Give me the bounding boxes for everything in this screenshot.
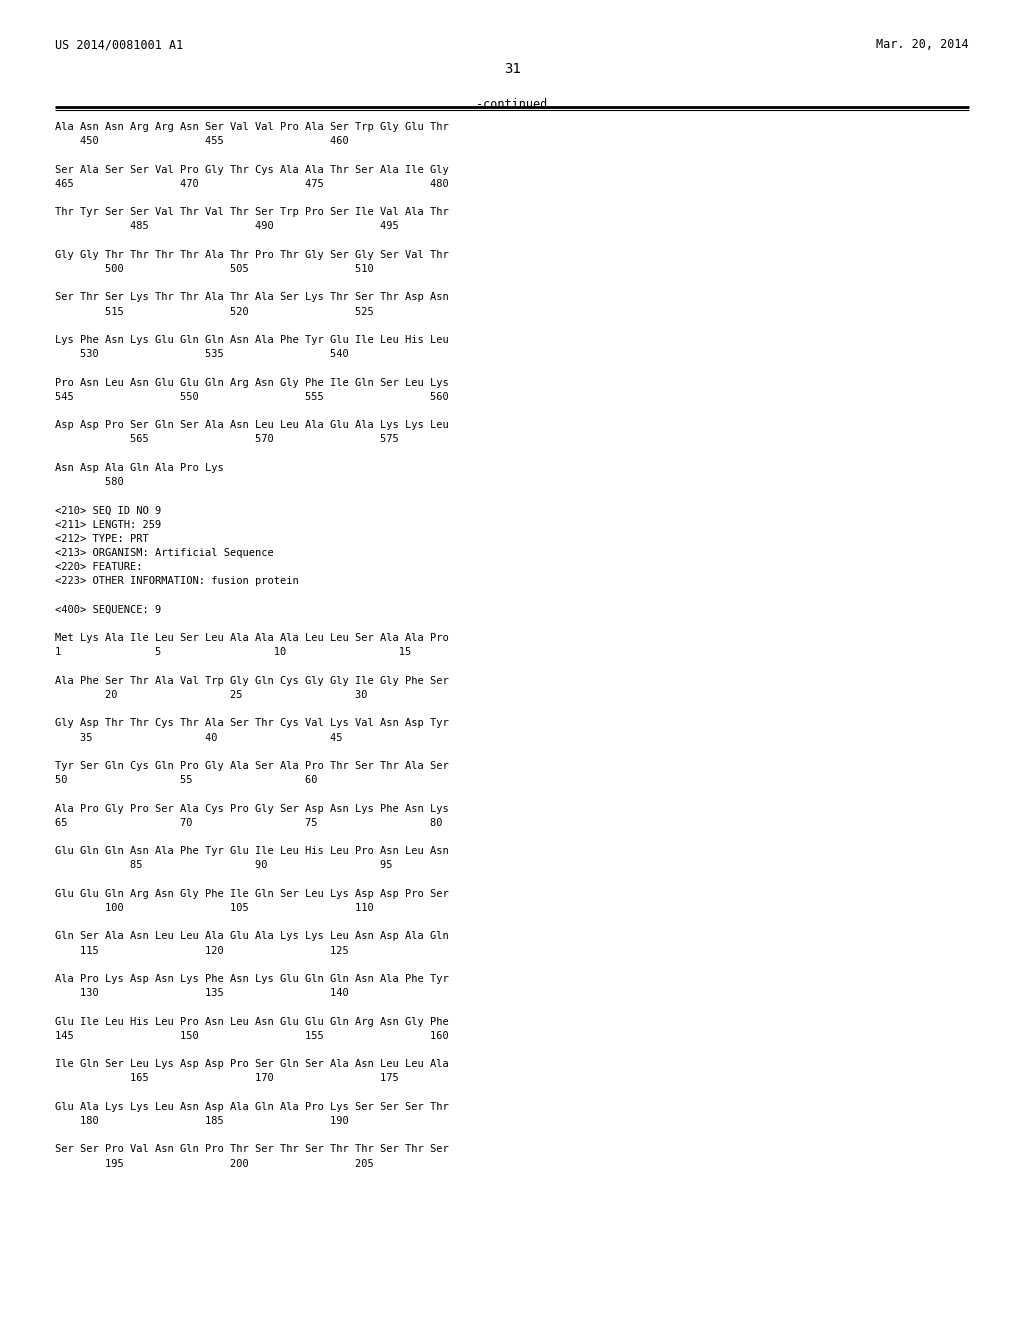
- Text: <220> FEATURE:: <220> FEATURE:: [55, 562, 142, 572]
- Text: 31: 31: [504, 62, 520, 77]
- Text: 165                 170                 175: 165 170 175: [55, 1073, 398, 1084]
- Text: 65                  70                  75                  80: 65 70 75 80: [55, 818, 442, 828]
- Text: 1               5                  10                  15: 1 5 10 15: [55, 647, 412, 657]
- Text: 485                 490                 495: 485 490 495: [55, 222, 398, 231]
- Text: 20                  25                  30: 20 25 30: [55, 690, 368, 700]
- Text: <212> TYPE: PRT: <212> TYPE: PRT: [55, 533, 148, 544]
- Text: Pro Asn Leu Asn Glu Glu Gln Arg Asn Gly Phe Ile Gln Ser Leu Lys: Pro Asn Leu Asn Glu Glu Gln Arg Asn Gly …: [55, 378, 449, 388]
- Text: Asp Asp Pro Ser Gln Ser Ala Asn Leu Leu Ala Glu Ala Lys Lys Leu: Asp Asp Pro Ser Gln Ser Ala Asn Leu Leu …: [55, 420, 449, 430]
- Text: Lys Phe Asn Lys Glu Gln Gln Asn Ala Phe Tyr Glu Ile Leu His Leu: Lys Phe Asn Lys Glu Gln Gln Asn Ala Phe …: [55, 335, 449, 345]
- Text: Ala Phe Ser Thr Ala Val Trp Gly Gln Cys Gly Gly Ile Gly Phe Ser: Ala Phe Ser Thr Ala Val Trp Gly Gln Cys …: [55, 676, 449, 686]
- Text: 565                 570                 575: 565 570 575: [55, 434, 398, 445]
- Text: 515                 520                 525: 515 520 525: [55, 306, 374, 317]
- Text: 145                 150                 155                 160: 145 150 155 160: [55, 1031, 449, 1040]
- Text: Ala Pro Lys Asp Asn Lys Phe Asn Lys Glu Gln Gln Asn Ala Phe Tyr: Ala Pro Lys Asp Asn Lys Phe Asn Lys Glu …: [55, 974, 449, 983]
- Text: Ser Thr Ser Lys Thr Thr Ala Thr Ala Ser Lys Thr Ser Thr Asp Asn: Ser Thr Ser Lys Thr Thr Ala Thr Ala Ser …: [55, 293, 449, 302]
- Text: 530                 535                 540: 530 535 540: [55, 350, 349, 359]
- Text: -continued: -continued: [476, 98, 548, 111]
- Text: <210> SEQ ID NO 9: <210> SEQ ID NO 9: [55, 506, 161, 515]
- Text: Ile Gln Ser Leu Lys Asp Asp Pro Ser Gln Ser Ala Asn Leu Leu Ala: Ile Gln Ser Leu Lys Asp Asp Pro Ser Gln …: [55, 1059, 449, 1069]
- Text: 450                 455                 460: 450 455 460: [55, 136, 349, 147]
- Text: Gly Asp Thr Thr Cys Thr Ala Ser Thr Cys Val Lys Val Asn Asp Tyr: Gly Asp Thr Thr Cys Thr Ala Ser Thr Cys …: [55, 718, 449, 729]
- Text: Ser Ser Pro Val Asn Gln Pro Thr Ser Thr Ser Thr Thr Ser Thr Ser: Ser Ser Pro Val Asn Gln Pro Thr Ser Thr …: [55, 1144, 449, 1155]
- Text: 35                  40                  45: 35 40 45: [55, 733, 342, 743]
- Text: Glu Glu Gln Arg Asn Gly Phe Ile Gln Ser Leu Lys Asp Asp Pro Ser: Glu Glu Gln Arg Asn Gly Phe Ile Gln Ser …: [55, 888, 449, 899]
- Text: 545                 550                 555                 560: 545 550 555 560: [55, 392, 449, 401]
- Text: 180                 185                 190: 180 185 190: [55, 1115, 349, 1126]
- Text: Ala Pro Gly Pro Ser Ala Cys Pro Gly Ser Asp Asn Lys Phe Asn Lys: Ala Pro Gly Pro Ser Ala Cys Pro Gly Ser …: [55, 804, 449, 813]
- Text: <211> LENGTH: 259: <211> LENGTH: 259: [55, 520, 161, 529]
- Text: Gly Gly Thr Thr Thr Thr Ala Thr Pro Thr Gly Ser Gly Ser Val Thr: Gly Gly Thr Thr Thr Thr Ala Thr Pro Thr …: [55, 249, 449, 260]
- Text: 85                  90                  95: 85 90 95: [55, 861, 392, 870]
- Text: Tyr Ser Gln Cys Gln Pro Gly Ala Ser Ala Pro Thr Ser Thr Ala Ser: Tyr Ser Gln Cys Gln Pro Gly Ala Ser Ala …: [55, 762, 449, 771]
- Text: Mar. 20, 2014: Mar. 20, 2014: [877, 38, 969, 51]
- Text: 50                  55                  60: 50 55 60: [55, 775, 317, 785]
- Text: Glu Ile Leu His Leu Pro Asn Leu Asn Glu Glu Gln Arg Asn Gly Phe: Glu Ile Leu His Leu Pro Asn Leu Asn Glu …: [55, 1016, 449, 1027]
- Text: 195                 200                 205: 195 200 205: [55, 1159, 374, 1168]
- Text: Ser Ala Ser Ser Val Pro Gly Thr Cys Ala Ala Thr Ser Ala Ile Gly: Ser Ala Ser Ser Val Pro Gly Thr Cys Ala …: [55, 165, 449, 174]
- Text: Thr Tyr Ser Ser Val Thr Val Thr Ser Trp Pro Ser Ile Val Ala Thr: Thr Tyr Ser Ser Val Thr Val Thr Ser Trp …: [55, 207, 449, 218]
- Text: 100                 105                 110: 100 105 110: [55, 903, 374, 913]
- Text: <223> OTHER INFORMATION: fusion protein: <223> OTHER INFORMATION: fusion protein: [55, 577, 299, 586]
- Text: 500                 505                 510: 500 505 510: [55, 264, 374, 275]
- Text: Ala Asn Asn Arg Arg Asn Ser Val Val Pro Ala Ser Trp Gly Glu Thr: Ala Asn Asn Arg Arg Asn Ser Val Val Pro …: [55, 121, 449, 132]
- Text: Asn Asp Ala Gln Ala Pro Lys: Asn Asp Ala Gln Ala Pro Lys: [55, 463, 224, 473]
- Text: 580: 580: [55, 477, 124, 487]
- Text: Glu Ala Lys Lys Leu Asn Asp Ala Gln Ala Pro Lys Ser Ser Ser Thr: Glu Ala Lys Lys Leu Asn Asp Ala Gln Ala …: [55, 1102, 449, 1111]
- Text: <400> SEQUENCE: 9: <400> SEQUENCE: 9: [55, 605, 161, 615]
- Text: 115                 120                 125: 115 120 125: [55, 945, 349, 956]
- Text: 465                 470                 475                 480: 465 470 475 480: [55, 178, 449, 189]
- Text: Met Lys Ala Ile Leu Ser Leu Ala Ala Ala Leu Leu Ser Ala Ala Pro: Met Lys Ala Ile Leu Ser Leu Ala Ala Ala …: [55, 634, 449, 643]
- Text: Gln Ser Ala Asn Leu Leu Ala Glu Ala Lys Lys Leu Asn Asp Ala Gln: Gln Ser Ala Asn Leu Leu Ala Glu Ala Lys …: [55, 932, 449, 941]
- Text: Glu Gln Gln Asn Ala Phe Tyr Glu Ile Leu His Leu Pro Asn Leu Asn: Glu Gln Gln Asn Ala Phe Tyr Glu Ile Leu …: [55, 846, 449, 857]
- Text: 130                 135                 140: 130 135 140: [55, 989, 349, 998]
- Text: <213> ORGANISM: Artificial Sequence: <213> ORGANISM: Artificial Sequence: [55, 548, 273, 558]
- Text: US 2014/0081001 A1: US 2014/0081001 A1: [55, 38, 183, 51]
